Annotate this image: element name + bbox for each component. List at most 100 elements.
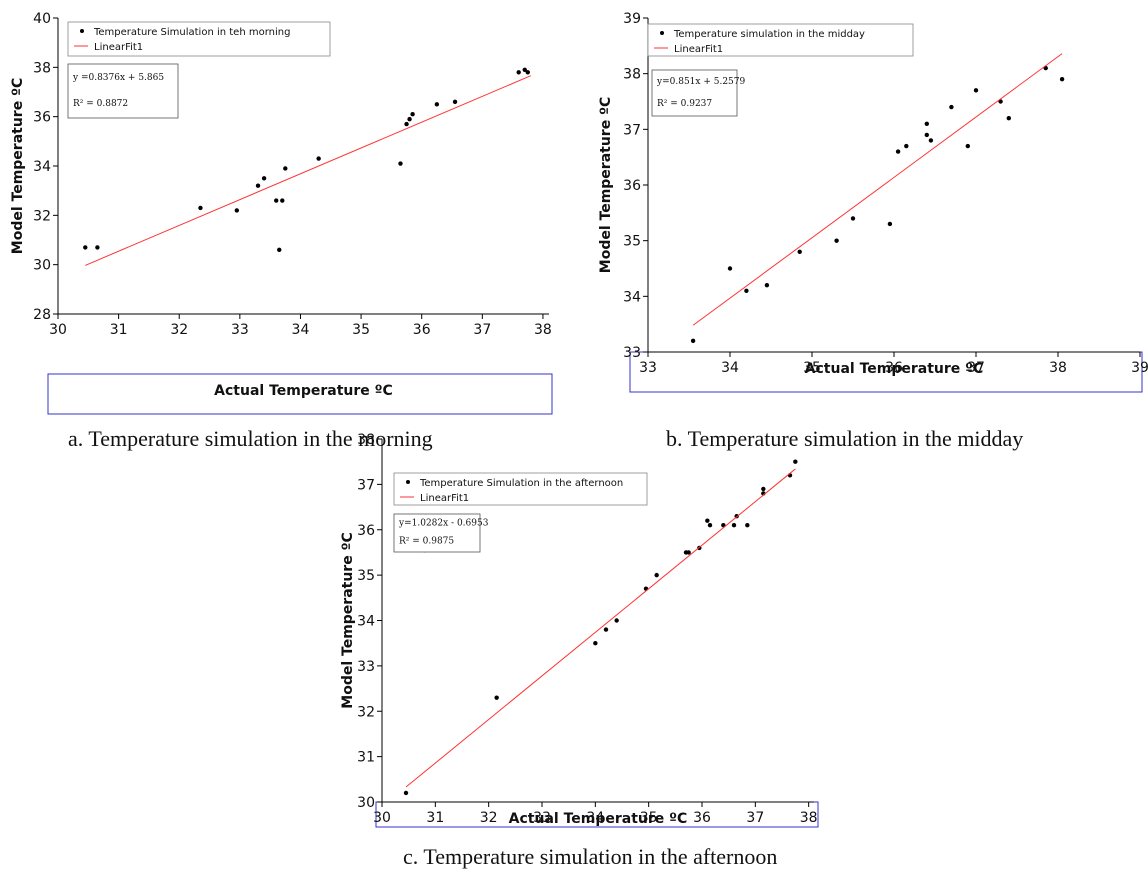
data-point: [924, 121, 929, 126]
data-point: [83, 245, 88, 250]
data-point: [280, 198, 285, 203]
x-axis-frame: [47, 373, 553, 415]
data-point: [283, 166, 288, 171]
data-point: [705, 518, 710, 523]
data-point: [261, 176, 267, 181]
legend-box: [647, 23, 914, 57]
caption-afternoon: c. Temperature simulation in the afterno…: [403, 844, 778, 869]
x-tick-label: 38: [800, 810, 818, 826]
data-point: [744, 288, 749, 293]
data-point: [761, 486, 766, 492]
legend-label-fit: LinearFit1: [420, 493, 469, 504]
legend-marker-points: [80, 29, 84, 33]
data-point: [745, 523, 750, 528]
data-point: [407, 116, 412, 122]
y-tick-label: 30: [33, 258, 51, 274]
data-point: [452, 99, 458, 105]
equation-box: [67, 63, 179, 119]
data-point: [404, 121, 409, 127]
data-point: [234, 208, 240, 213]
data-point: [316, 156, 321, 161]
data-point: [690, 338, 696, 344]
data-point: [797, 249, 802, 254]
y-tick-label: 34: [33, 159, 51, 175]
r-squared: R² = 0.8872: [73, 99, 128, 109]
linear-fit-line: [692, 53, 1063, 326]
r-squared: R² = 0.9237: [657, 99, 712, 109]
x-tick-label: 35: [803, 360, 821, 376]
data-point: [255, 183, 261, 188]
legend-label-fit: LinearFit1: [674, 44, 723, 55]
caption-midday: b. Temperature simulation in the midday: [666, 426, 1024, 451]
y-tick-label: 33: [623, 345, 641, 361]
legend-label-points: Temperature Simulation in the afternoon: [419, 478, 623, 489]
x-tick-label: 36: [885, 360, 903, 376]
y-tick-label: 33: [357, 659, 375, 675]
data-point: [398, 161, 403, 166]
x-tick-label: 34: [586, 810, 604, 826]
y-tick-label: 34: [357, 614, 375, 630]
legend-marker-points: [406, 480, 410, 484]
x-tick-label: 39: [1131, 360, 1148, 376]
y-tick-label: 38: [623, 67, 641, 83]
x-tick-label: 36: [693, 810, 711, 826]
legend-label-points: Temperature Simulation in teh morning: [93, 27, 290, 38]
linear-fit-line: [85, 75, 532, 266]
y-tick-label: 35: [623, 234, 641, 250]
data-point: [949, 104, 954, 110]
data-point: [895, 149, 901, 154]
y-axis-title: Model Temperature ºC: [598, 97, 614, 273]
data-point: [654, 572, 659, 578]
data-point: [965, 143, 970, 149]
data-point: [603, 627, 609, 632]
legend-box: [67, 21, 331, 57]
data-point: [924, 132, 929, 138]
data-point: [793, 459, 798, 464]
chart-afternoon: 30 31 32 33 34 35 36 37 38 30 31 32 33 34 35 36 37 38 Actu…: [340, 432, 819, 828]
y-tick-label: 32: [357, 704, 375, 720]
x-tick-label: 31: [426, 810, 444, 826]
x-axis-title: Actual Temperature ºC: [509, 811, 688, 827]
data-point: [834, 238, 839, 243]
data-point: [1059, 77, 1065, 82]
data-point: [198, 205, 203, 211]
fit-equation: y=0.851x + 5.2579: [656, 77, 745, 87]
equation-box: [393, 513, 481, 553]
data-point: [274, 198, 279, 203]
y-tick-label: 36: [33, 110, 51, 126]
x-tick-label: 32: [480, 810, 498, 826]
x-tick-label: 38: [1049, 360, 1067, 376]
data-point: [95, 245, 100, 250]
y-tick-label: 37: [623, 122, 641, 138]
y-tick-label: 30: [357, 795, 375, 811]
x-tick-label: 34: [721, 360, 739, 376]
data-point: [887, 221, 893, 227]
x-tick-label: 36: [413, 322, 431, 338]
y-tick-label: 35: [357, 568, 375, 584]
data-point: [904, 143, 909, 149]
data-point: [494, 695, 499, 700]
data-point: [522, 67, 527, 73]
data-point: [525, 70, 530, 75]
data-point: [403, 790, 409, 796]
y-tick-label: 39: [623, 11, 641, 27]
x-tick-label: 33: [231, 322, 249, 338]
x-tick-label: 37: [967, 360, 985, 376]
data-point: [973, 88, 979, 93]
data-point: [727, 266, 733, 271]
data-point: [764, 283, 770, 288]
x-tick-label: 37: [473, 322, 491, 338]
legend-box: [393, 472, 648, 506]
data-point: [1006, 116, 1011, 121]
x-tick-label: 31: [110, 322, 128, 338]
y-tick-label: 34: [623, 289, 641, 305]
data-point: [731, 523, 737, 528]
data-point: [614, 618, 619, 623]
fit-equation: y =0.8376x + 5.865: [72, 73, 164, 83]
x-tick-label: 30: [49, 322, 67, 338]
y-axis-title: Model Temperature ºC: [10, 78, 26, 254]
y-tick-label: 32: [33, 208, 51, 224]
x-tick-label: 33: [639, 360, 657, 376]
data-point: [434, 102, 440, 107]
